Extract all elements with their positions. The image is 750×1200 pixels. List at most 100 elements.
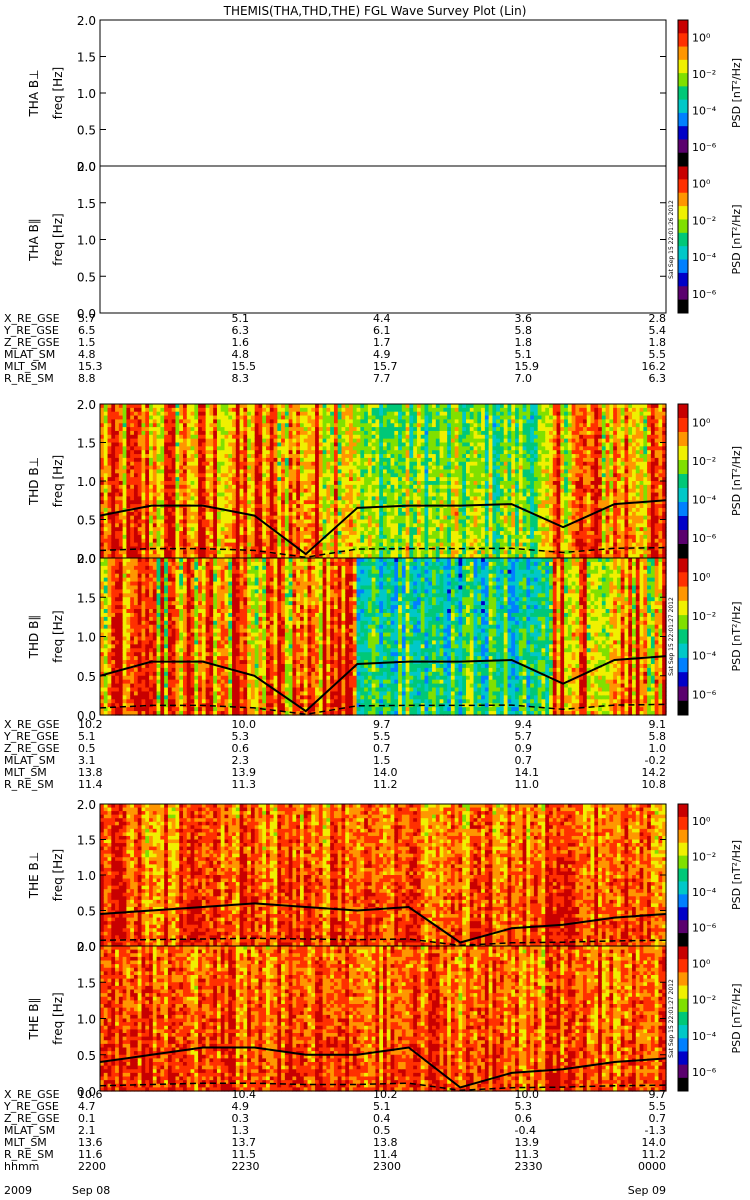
y-tick-label: 2.0 xyxy=(77,160,96,174)
ephemeris-value: 2330 xyxy=(515,1160,543,1173)
y-tick-label: 0.5 xyxy=(77,514,96,528)
colorbar-segment xyxy=(678,153,688,167)
ephemeris-label: R_RE_SM xyxy=(4,372,54,385)
panel-yunits: freq [Hz] xyxy=(51,610,65,662)
panel-yunits: freq [Hz] xyxy=(51,67,65,119)
colorbar-segment xyxy=(678,946,688,960)
y-tick-label: 1.0 xyxy=(77,475,96,489)
colorbar-segment xyxy=(678,20,688,34)
colorbar-segment xyxy=(678,432,688,447)
colorbar-segment xyxy=(678,113,688,127)
colorbar-tick-label: 10⁻⁴ xyxy=(692,886,717,899)
colorbar-segment xyxy=(678,658,688,673)
ephemeris-label: R_RE_SM xyxy=(4,778,54,791)
y-tick-label: 0.5 xyxy=(77,670,96,684)
colorbar-segment xyxy=(678,1025,688,1039)
y-tick-label: 1.0 xyxy=(77,87,96,101)
colorbar-tick-label: 10⁰ xyxy=(692,571,711,584)
colorbar-segment xyxy=(678,587,688,602)
colorbar-segment xyxy=(678,572,688,587)
colorbar-segment xyxy=(678,615,688,630)
colorbar-tick-label: 10⁻⁴ xyxy=(692,251,717,264)
colorbar-segment xyxy=(678,47,688,61)
colorbar-segment xyxy=(678,933,688,946)
colorbar-segment xyxy=(678,672,688,687)
colorbar-segment xyxy=(678,959,688,973)
colorbar-segment xyxy=(678,446,688,461)
colorbar-segment xyxy=(678,33,688,47)
colorbar-segment xyxy=(678,804,688,817)
colorbar-segment xyxy=(678,894,688,907)
ephemeris-value: 2200 xyxy=(78,1160,106,1173)
y-tick-label: 1.5 xyxy=(77,51,96,65)
colorbar-tick-label: 10⁻² xyxy=(692,994,716,1007)
colorbar-segment xyxy=(678,686,688,701)
ephemeris-value: 11.3 xyxy=(232,778,257,791)
colorbar-tick-label: 10⁰ xyxy=(692,178,711,191)
colorbar-tick-label: 10⁻⁶ xyxy=(692,141,717,154)
panel-yunits: freq [Hz] xyxy=(51,455,65,507)
colorbar-segment xyxy=(678,404,688,419)
colorbar-segment xyxy=(678,86,688,100)
colorbar-tick-label: 10⁻² xyxy=(692,610,716,623)
colorbar-segment xyxy=(678,869,688,882)
panel-ylabel: THD B∥ xyxy=(27,615,41,660)
colorbar-tick-label: 10⁰ xyxy=(692,32,711,45)
colorbar-tick-label: 10⁰ xyxy=(692,815,711,828)
colorbar-segment xyxy=(678,1038,688,1052)
colorbar-segment xyxy=(678,1065,688,1079)
start-date-label: Sep 08 xyxy=(72,1184,110,1197)
spectrogram-cells xyxy=(100,804,667,947)
colorbar-segment xyxy=(678,166,688,180)
colorbar-segment xyxy=(678,629,688,644)
colorbar-tick-label: 10⁻⁶ xyxy=(692,1066,717,1079)
ephemeris-value: 11.4 xyxy=(78,778,103,791)
colorbar-segment xyxy=(678,843,688,856)
panel-frame xyxy=(100,20,666,166)
colorbar-segment xyxy=(678,139,688,153)
timestamp-stamp: Sat Sep 15 22:01:27 2012 xyxy=(668,597,675,676)
colorbar-segment xyxy=(678,701,688,716)
colorbar-label: PSD [nT²/Hz] xyxy=(730,446,743,516)
y-tick-label: 1.5 xyxy=(77,437,96,451)
colorbar-tick-label: 10⁻⁶ xyxy=(692,689,717,702)
colorbar-segment xyxy=(678,100,688,114)
colorbar-tick-label: 10⁻² xyxy=(692,851,716,864)
colorbar-segment xyxy=(678,881,688,894)
colorbar-label: PSD [nT²/Hz] xyxy=(730,983,743,1053)
colorbar-tick-label: 10⁻² xyxy=(692,214,716,227)
spectrogram-cells xyxy=(100,946,667,1092)
colorbar-segment xyxy=(678,817,688,830)
colorbar-segment xyxy=(678,986,688,1000)
colorbar-segment xyxy=(678,1012,688,1026)
colorbar-segment xyxy=(678,193,688,207)
colorbar-segment xyxy=(678,300,688,314)
colorbar-segment xyxy=(678,273,688,287)
ephemeris-value: 8.8 xyxy=(78,372,96,385)
year-label: 2009 xyxy=(4,1184,32,1197)
y-tick-label: 1.5 xyxy=(77,976,96,990)
panel-frame xyxy=(100,166,666,313)
ephemeris-value: 10.8 xyxy=(642,778,667,791)
spectrogram-cells xyxy=(100,558,667,716)
colorbar-segment xyxy=(678,856,688,869)
panel-ylabel: THA B⊥ xyxy=(27,69,41,117)
colorbar-segment xyxy=(678,474,688,489)
colorbar-segment xyxy=(678,644,688,659)
panel-yunits: freq [Hz] xyxy=(51,213,65,265)
panel-ylabel: THE B∥ xyxy=(27,998,41,1041)
panel-yunits: freq [Hz] xyxy=(51,992,65,1044)
end-date-label: Sep 09 xyxy=(628,1184,666,1197)
y-tick-label: 1.5 xyxy=(77,591,96,605)
colorbar-segment xyxy=(678,286,688,300)
ephemeris-value: 7.0 xyxy=(515,372,533,385)
ephemeris-value: 11.2 xyxy=(373,778,398,791)
ephemeris-value: 6.3 xyxy=(649,372,667,385)
colorbar-segment xyxy=(678,260,688,274)
colorbar-tick-label: 10⁻² xyxy=(692,68,716,81)
colorbar-segment xyxy=(678,920,688,933)
colorbar-segment xyxy=(678,907,688,920)
y-tick-label: 2.0 xyxy=(77,398,96,412)
colorbar-segment xyxy=(678,1078,688,1092)
